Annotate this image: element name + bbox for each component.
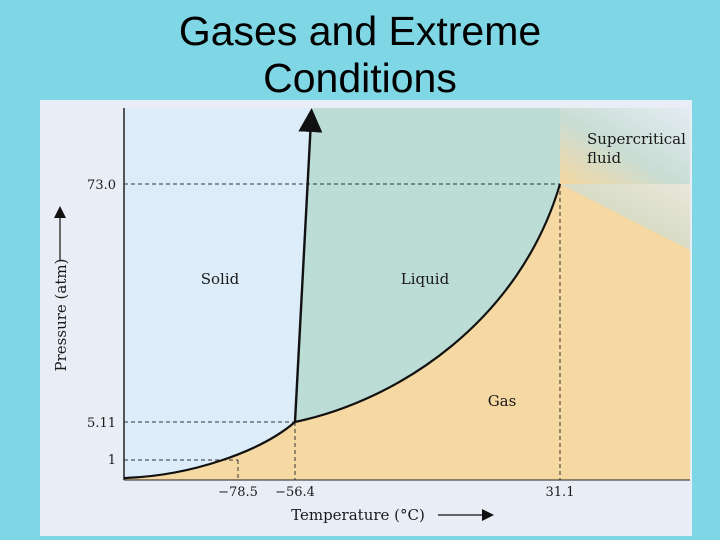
reference-lines — [124, 183, 561, 480]
slide-title-line-1: Gases and Extreme — [178, 8, 542, 54]
y-tick-1: 1 — [108, 453, 116, 468]
phase-diagram: 73.0 5.11 1 −78.5 −56.4 31.1 Solid Liqui… — [40, 100, 692, 536]
gas-label: Gas — [488, 392, 517, 410]
solid-region — [124, 108, 312, 478]
vaporization-curve — [294, 183, 562, 424]
sublimation-curve — [123, 421, 296, 480]
y-tick-73: 73.0 — [87, 178, 116, 193]
supercritical-label-line-1: Supercritical — [587, 130, 686, 148]
liquid-region — [295, 108, 560, 422]
supercritical-label-line-2: fluid — [587, 149, 621, 167]
solid-label: Solid — [201, 270, 240, 288]
y-tick-5-11: 5.11 — [87, 416, 116, 431]
x-axis-label: Temperature (°C) — [291, 506, 425, 524]
x-tick-31-1: 31.1 — [546, 485, 575, 500]
slide-title-line-2: Conditions — [263, 55, 457, 101]
y-axis-label: Pressure (atm) — [52, 259, 70, 372]
x-tick-minus-56-4: −56.4 — [275, 485, 315, 500]
supercritical-region — [560, 108, 690, 184]
x-tick-minus-78-5: −78.5 — [218, 485, 258, 500]
slide-title: Gases and Extreme Conditions — [0, 8, 720, 102]
melting-curve — [293, 108, 323, 423]
liquid-label: Liquid — [401, 270, 450, 288]
